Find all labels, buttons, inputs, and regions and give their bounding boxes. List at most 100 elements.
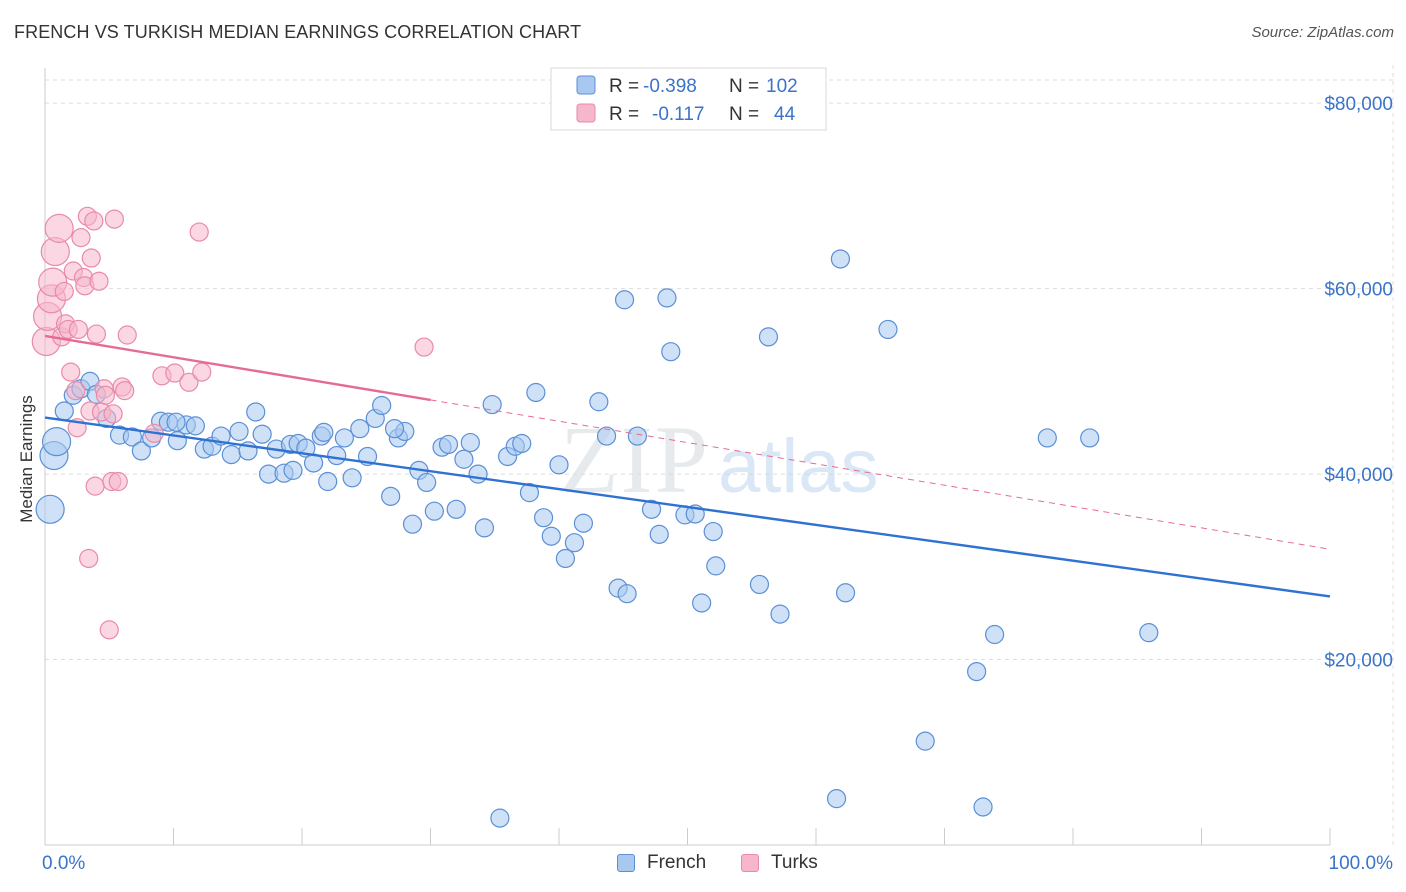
y-tick-label: $80,000 [1324, 94, 1393, 115]
french-point [454, 449, 474, 469]
french-point [878, 319, 898, 340]
legend-r-label-french: R = [609, 76, 639, 97]
bottom-legend-french: French [617, 852, 706, 874]
turks-point [95, 385, 115, 405]
french-point [835, 583, 856, 603]
watermark-zip: ZIP [560, 406, 710, 513]
french-point [661, 342, 681, 362]
french-point [1037, 428, 1057, 448]
french-point [122, 427, 142, 447]
french-point [490, 808, 510, 828]
french-point [526, 382, 546, 403]
french-point [541, 526, 561, 546]
french-trend-line [44, 416, 1331, 598]
bottom-legend-label-french: French [647, 852, 707, 873]
french-point [706, 556, 726, 576]
bottom-legend-turks: Turks [741, 852, 818, 874]
french-point [41, 427, 72, 457]
french-point [614, 290, 635, 310]
french-point [131, 441, 151, 461]
french-point [973, 797, 993, 817]
french-point [573, 513, 594, 533]
watermark-atlas: atlas [718, 424, 879, 509]
french-point [758, 327, 779, 347]
turks-point [104, 209, 124, 229]
bottom-legend-swatch-turks [741, 854, 759, 872]
french-point [372, 395, 392, 416]
y-tick-label: $20,000 [1324, 651, 1393, 672]
french-point [246, 402, 266, 422]
legend-n-label-turks: N = [729, 104, 759, 125]
french-point [1139, 623, 1159, 643]
french-point [166, 412, 186, 432]
french-point [185, 416, 205, 436]
turks-point [81, 248, 101, 268]
french-point [770, 604, 790, 624]
legend-frame [550, 67, 827, 131]
turks-point [68, 319, 89, 340]
french-point [438, 434, 459, 455]
turks-trend-line [44, 334, 431, 402]
turks-point [71, 228, 91, 248]
french-point [314, 422, 334, 442]
french-point [985, 624, 1005, 645]
turks-point [189, 222, 209, 242]
french-point [334, 428, 355, 448]
legend-box: R = -0.398 N = 102 R = -0.117 N = 44 [550, 67, 827, 131]
chart-title: FRENCH VS TURKISH MEDIAN EARNINGS CORREL… [14, 22, 582, 42]
french-point [555, 548, 576, 569]
x-tick-label-start: 0.0% [42, 853, 85, 874]
bottom-legend: French Turks [0, 852, 1406, 878]
turks-point [179, 372, 199, 392]
french-point [549, 455, 569, 475]
y-axis-label: Median Earnings [17, 395, 36, 523]
french-point [564, 533, 585, 553]
french-point [512, 433, 532, 454]
french-point [283, 460, 303, 480]
legend-n-value-french: 102 [766, 76, 798, 97]
legend-r-value-turks: -0.117 [652, 104, 704, 125]
turks-point [54, 281, 74, 302]
french-point [327, 445, 347, 466]
french-point [417, 472, 437, 493]
french-point [221, 445, 241, 465]
french-point [342, 468, 362, 488]
turks-point [192, 362, 212, 382]
french-point [967, 661, 987, 682]
french-point [35, 494, 65, 524]
french-point [402, 514, 423, 534]
legend-n-label-french: N = [729, 76, 759, 97]
french-point [381, 486, 401, 506]
french-point [350, 419, 370, 439]
source-label: Source: ZipAtlas.com [1251, 24, 1394, 41]
turks-point [99, 620, 119, 640]
turks-point [108, 471, 128, 492]
legend-swatch-french [576, 75, 596, 95]
data-points [31, 206, 1159, 828]
x-tick-label-end: 100.0% [1329, 853, 1394, 874]
watermark: ZIP atlas [560, 406, 879, 513]
french-point [627, 426, 647, 446]
turks-point [103, 404, 123, 424]
french-point [641, 499, 662, 519]
french-point [54, 401, 74, 421]
turks-point [89, 271, 109, 291]
french-point [749, 574, 770, 595]
french-point [424, 501, 444, 521]
turks-point [61, 362, 81, 382]
french-point [533, 508, 554, 528]
turks-point [79, 548, 99, 569]
french-point [830, 249, 851, 269]
french-point [617, 584, 637, 604]
x-tick-labels: 0.0% 100.0% [42, 853, 1393, 874]
turks-point [44, 213, 74, 243]
turks-trend-line-extended [430, 399, 1331, 550]
turks-point [117, 325, 137, 345]
french-point [915, 731, 935, 751]
french-point [657, 288, 677, 308]
french-point [384, 419, 405, 439]
legend-swatch-turks [576, 103, 596, 123]
legend-r-value-french: -0.398 [643, 76, 697, 97]
y-tick-label: $40,000 [1324, 465, 1393, 486]
french-point [1080, 428, 1100, 448]
